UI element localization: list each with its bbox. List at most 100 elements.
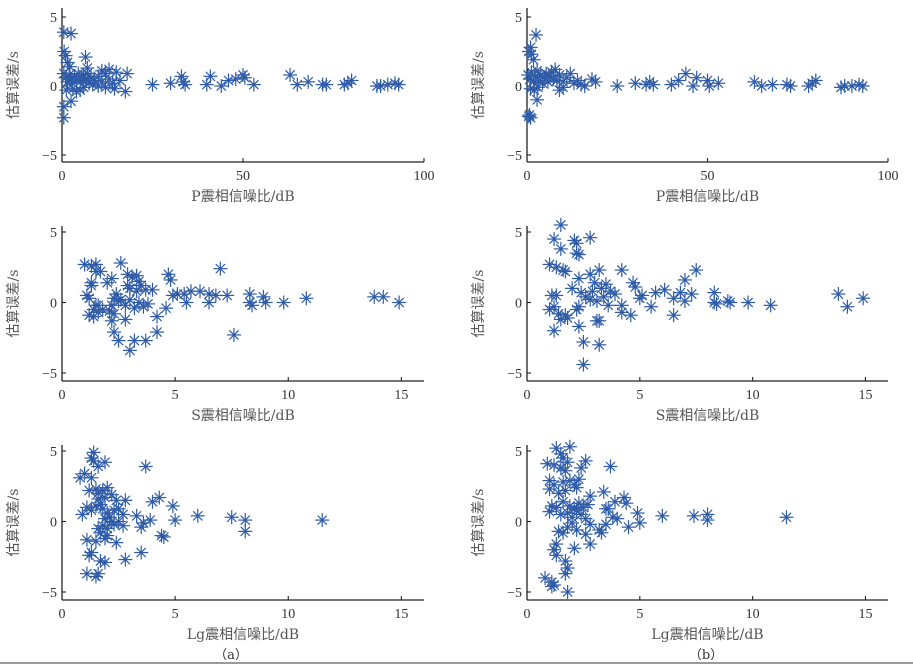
data-point <box>138 459 153 474</box>
data-point <box>632 515 647 530</box>
data-point <box>93 264 108 279</box>
data-point <box>190 508 205 523</box>
data-point <box>571 472 586 487</box>
data-point <box>562 439 577 454</box>
data-point <box>85 77 100 92</box>
x-tick-label: 5 <box>636 607 643 622</box>
bottom-rule <box>0 662 913 664</box>
data-point <box>214 79 229 93</box>
data-point <box>258 295 273 310</box>
y-tick-label: 5 <box>515 11 522 26</box>
data-point <box>64 94 79 109</box>
data-point <box>558 463 573 478</box>
data-point <box>221 73 236 88</box>
x-tick-label: 50 <box>236 169 250 184</box>
data-point <box>102 62 117 77</box>
data-point <box>163 76 178 91</box>
data-point <box>626 275 641 290</box>
y-tick-label: 5 <box>50 11 57 26</box>
data-point <box>576 334 591 349</box>
data-point <box>163 272 178 287</box>
data-point <box>765 77 780 92</box>
x-tick-label: 15 <box>858 607 872 622</box>
data-point <box>97 455 112 470</box>
data-point <box>109 535 124 550</box>
data-point <box>340 76 355 91</box>
data-point <box>607 494 622 509</box>
x-tick-label: 0 <box>524 169 531 184</box>
x-tick-label: 15 <box>394 607 408 622</box>
data-point <box>150 325 165 340</box>
data-point <box>56 110 71 125</box>
data-point <box>549 441 564 456</box>
data-point <box>168 513 183 528</box>
data-point <box>228 72 243 87</box>
data-point <box>556 525 571 540</box>
data-point <box>542 504 557 519</box>
data-point <box>644 299 659 314</box>
data-point <box>145 282 160 297</box>
data-point <box>578 527 593 542</box>
data-point <box>560 585 575 599</box>
data-point <box>113 256 128 271</box>
data-point <box>801 79 816 93</box>
data-point <box>94 63 109 78</box>
y-tick-label: 5 <box>50 226 57 241</box>
data-point <box>700 73 715 88</box>
data-point <box>610 511 625 526</box>
y-tick-label: 0 <box>515 516 522 531</box>
data-point <box>592 263 607 278</box>
data-point <box>547 232 562 247</box>
x-tick-label: 10 <box>746 607 760 622</box>
data-point <box>98 80 113 95</box>
data-point <box>547 542 562 557</box>
data-point <box>549 288 564 303</box>
data-point <box>592 313 607 328</box>
data-point <box>580 497 595 512</box>
data-point <box>583 230 598 245</box>
data-point <box>585 284 600 299</box>
x-tick-label: 0 <box>524 388 531 403</box>
data-point <box>747 74 762 89</box>
data-point <box>763 298 778 313</box>
data-point <box>723 295 738 310</box>
data-point <box>576 357 591 372</box>
data-point <box>107 517 122 532</box>
data-point <box>529 27 544 42</box>
x-axis-label: Lg震相信噪比/dB <box>187 627 299 643</box>
data-point <box>129 284 144 299</box>
data-point <box>628 279 643 294</box>
caption-b: （b） <box>689 648 723 660</box>
data-point <box>104 313 119 328</box>
data-point <box>88 257 103 272</box>
data-point <box>246 77 261 92</box>
data-point <box>522 107 537 122</box>
x-tick-label: 0 <box>524 607 531 622</box>
data-point <box>551 524 566 539</box>
data-point <box>154 528 169 543</box>
data-point <box>549 548 564 563</box>
data-point <box>855 79 870 93</box>
data-point <box>614 263 629 278</box>
y-tick-label: 5 <box>50 445 57 460</box>
data-point <box>526 52 541 67</box>
data-point <box>156 530 171 545</box>
data-point <box>779 510 794 525</box>
data-point <box>635 288 650 303</box>
data-point <box>702 79 717 93</box>
data-point <box>856 291 871 306</box>
data-point <box>97 511 112 526</box>
data-point <box>113 292 128 307</box>
data-point <box>709 296 724 311</box>
data-point <box>617 490 632 505</box>
data-point <box>104 298 119 313</box>
y-tick-label: 5 <box>515 226 522 241</box>
data-point <box>64 26 79 41</box>
y-tick-label: 0 <box>50 297 57 312</box>
data-point <box>213 261 228 276</box>
data-point <box>538 570 553 585</box>
y-tick-label: −5 <box>507 586 522 601</box>
x-tick-label: 15 <box>858 388 872 403</box>
data-point <box>607 287 622 302</box>
